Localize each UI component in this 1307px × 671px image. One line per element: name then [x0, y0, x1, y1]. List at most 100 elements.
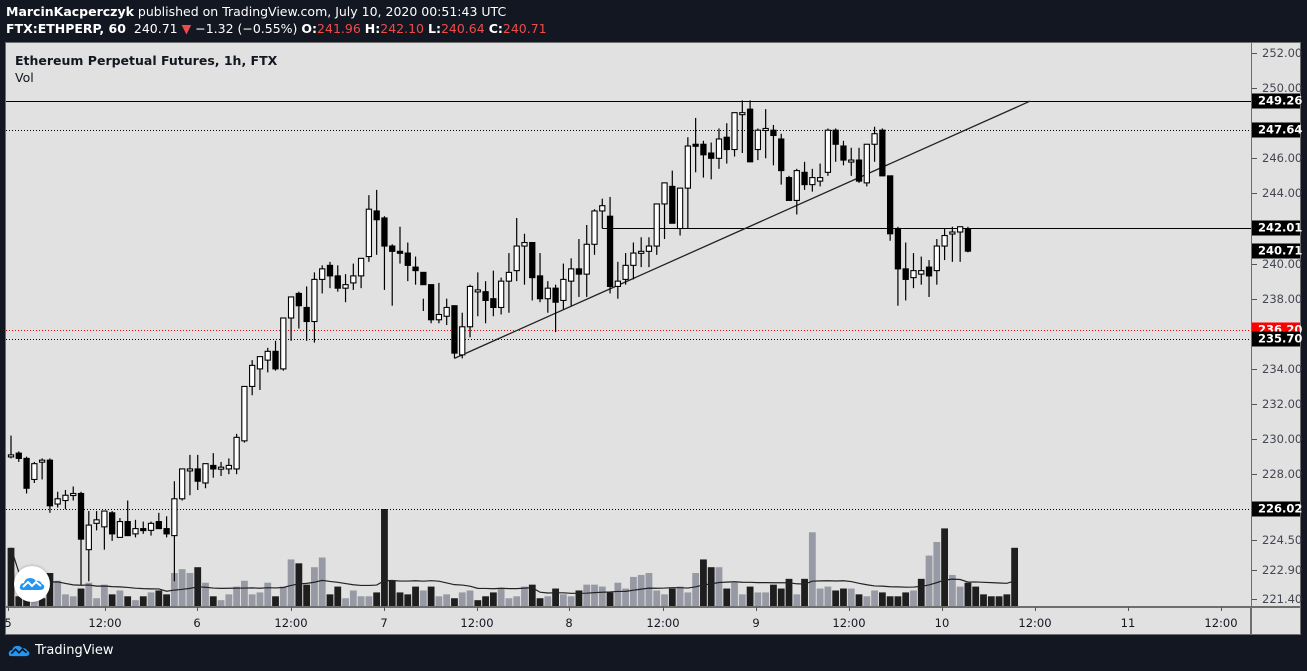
- price-tick-mark: [1252, 404, 1257, 405]
- time-label: 12:00: [460, 616, 494, 630]
- volume-bar: [645, 573, 653, 606]
- price-tick-label: 252.00: [1262, 46, 1303, 60]
- time-label: 7: [380, 616, 388, 630]
- volume-bar: [1003, 594, 1011, 606]
- volume-bar: [241, 580, 248, 606]
- volume-bar: [466, 590, 474, 606]
- time-label: 12:00: [274, 616, 308, 630]
- candle-down: [708, 152, 715, 159]
- candle-down: [886, 175, 894, 235]
- candle-down: [303, 306, 310, 323]
- volume-bar: [186, 573, 194, 606]
- candle-up: [513, 245, 520, 272]
- candle-down: [700, 143, 707, 156]
- candle-up: [560, 278, 567, 302]
- volume-bar: [840, 588, 847, 606]
- volume-bar: [910, 590, 917, 606]
- candle-up: [241, 385, 248, 442]
- volume-bar: [855, 594, 863, 606]
- candle-up: [365, 208, 373, 258]
- candle-up: [871, 133, 878, 145]
- candle-down: [77, 492, 85, 540]
- legend-volume[interactable]: Vol: [15, 70, 34, 85]
- volume-bar: [318, 557, 326, 606]
- time-tick-mark: [1221, 607, 1222, 611]
- volume-bar: [474, 600, 482, 606]
- time-label: 10: [934, 616, 950, 630]
- volume-bar: [381, 509, 388, 606]
- candle-down: [692, 143, 699, 147]
- volume-bar: [202, 582, 209, 606]
- candle-down: [778, 138, 785, 172]
- tradingview-logo-icon: [8, 645, 30, 656]
- candle-up: [910, 270, 917, 279]
- candle-up: [459, 326, 466, 356]
- volume-bar: [746, 586, 754, 606]
- price-tick-mark: [1252, 298, 1257, 300]
- brand-footer[interactable]: TradingView: [8, 643, 114, 658]
- volume-bar: [427, 586, 435, 606]
- candle-up: [957, 226, 964, 233]
- volume-bar: [209, 596, 217, 606]
- close-value: 240.71: [502, 21, 547, 36]
- volume-bar: [707, 567, 715, 606]
- candle-down: [964, 228, 972, 252]
- candle-up: [863, 143, 870, 184]
- price-tick-mark: [1252, 263, 1257, 265]
- candle-up: [225, 464, 232, 470]
- price-tag-label: 226.02: [1252, 501, 1302, 517]
- time-label: 12:00: [1018, 616, 1052, 630]
- candle-down: [420, 271, 427, 286]
- volume-bar: [264, 582, 272, 606]
- volume-bar: [606, 592, 614, 606]
- time-tick-mark: [197, 607, 198, 611]
- volume-bar: [847, 588, 855, 606]
- candle-up: [816, 177, 824, 182]
- candle-up: [342, 284, 349, 289]
- candle-up: [280, 317, 287, 370]
- candle-up: [614, 280, 621, 287]
- candle-up: [848, 159, 855, 163]
- chart-legend: Ethereum Perpetual Futures, 1h, FTX Vol: [15, 52, 277, 86]
- volume-bar: [598, 586, 606, 606]
- candle-up: [645, 245, 653, 252]
- low-label: L:: [427, 21, 441, 36]
- candle-down: [536, 275, 544, 300]
- chart-pane[interactable]: [5, 42, 1251, 607]
- candle-up: [676, 187, 684, 230]
- volume-bar: [108, 594, 116, 606]
- candle-down: [552, 287, 559, 303]
- volume-bar: [357, 596, 365, 606]
- volume-bar: [62, 594, 69, 606]
- price-tag-label: 242.01: [1252, 220, 1302, 236]
- price-tag-label: 235.70: [1252, 331, 1302, 347]
- volume-tick-label: 222.90: [1262, 563, 1303, 577]
- candle-up: [933, 245, 940, 272]
- volume-bar: [419, 590, 427, 606]
- candle-up: [31, 463, 38, 481]
- candle-down: [606, 215, 614, 287]
- author-name[interactable]: MarcinKacperczyk: [6, 4, 134, 19]
- candle-up: [583, 243, 590, 275]
- candle-up: [319, 268, 326, 280]
- volume-tick-label: 221.40: [1262, 592, 1303, 606]
- time-axis[interactable]: [5, 607, 1251, 635]
- candle-down: [373, 210, 380, 221]
- price-change: −1.32 (−0.55%): [195, 21, 298, 36]
- legend-title[interactable]: Ethereum Perpetual Futures, 1h, FTX: [15, 53, 278, 68]
- volume-bar: [614, 582, 622, 606]
- volume-bar: [513, 596, 521, 606]
- volume-bar: [567, 596, 575, 606]
- volume-bar: [116, 590, 124, 606]
- candle-down: [381, 217, 388, 247]
- open-label: O:: [301, 21, 318, 36]
- candle-up: [264, 350, 271, 361]
- time-label: 12:00: [646, 616, 680, 630]
- tradingview-logo-bubble[interactable]: [14, 566, 50, 602]
- volume-bar: [715, 567, 723, 606]
- volume-bar: [7, 547, 15, 606]
- price-tick-mark: [1252, 53, 1257, 54]
- volume-bar: [482, 596, 489, 606]
- time-tick-mark: [569, 607, 570, 611]
- price-tick-mark: [1252, 193, 1257, 195]
